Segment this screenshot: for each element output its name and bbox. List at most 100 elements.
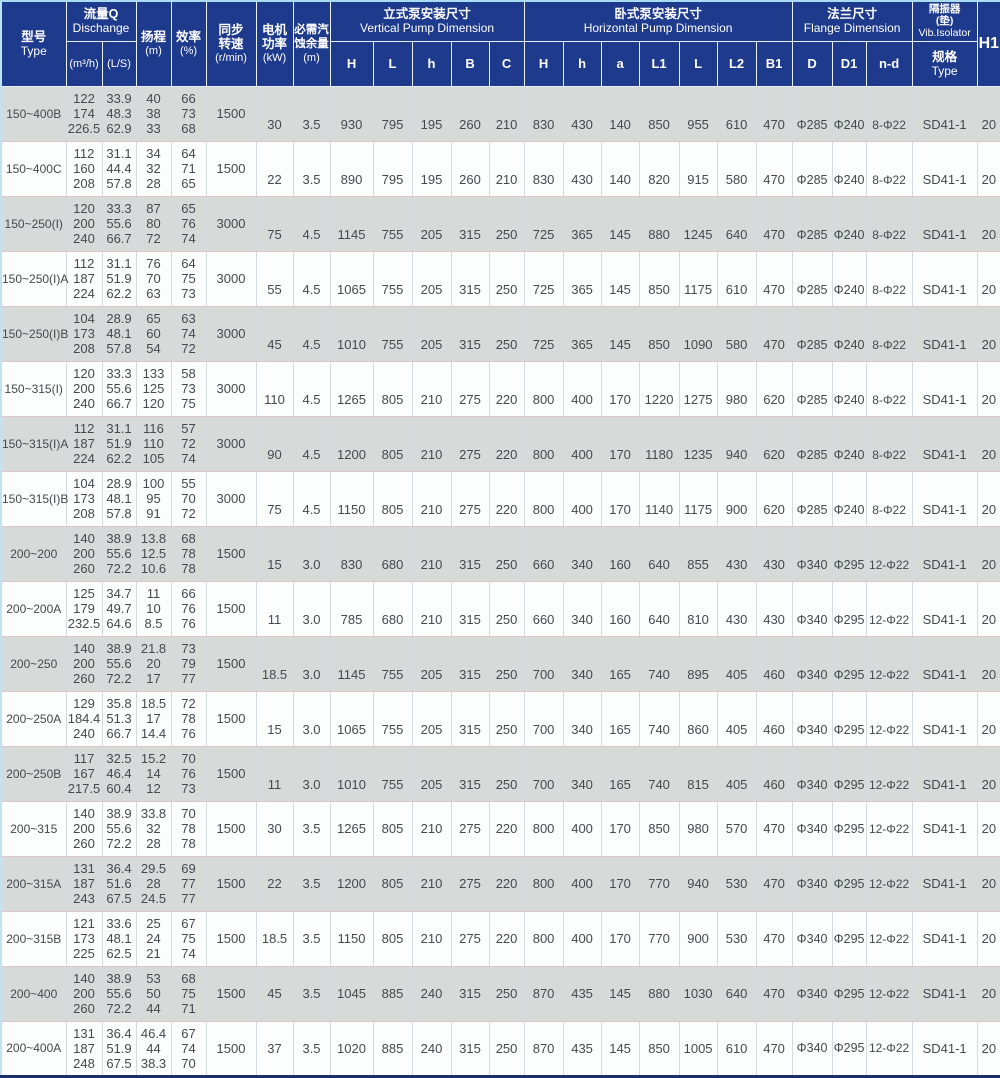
h1-value: 20 (976, 690, 1000, 747)
flange-n-d: 8-Φ22 (865, 140, 913, 197)
pump-type: 150~250(I)B (0, 305, 68, 362)
dim-hz-B1: 470 (755, 910, 793, 967)
motor-power-value: 22 (255, 855, 294, 912)
dim-v-C: 210 (488, 85, 525, 142)
dim-hz-H: 800 (523, 855, 564, 912)
motor-power-value: 15 (255, 525, 294, 582)
dim-hz-H: 725 (523, 195, 564, 252)
dim-v-h: 205 (411, 690, 452, 747)
table-row: 200~200 140 200 260 38.9 55.6 72.2 13.8 12.5 10.6… (0, 525, 1000, 582)
discharge-ls: 34.7 49.7 64.6 (101, 580, 137, 637)
dim-v-B: 260 (450, 85, 490, 142)
h1-value: 20 (976, 1020, 1000, 1077)
speed-value: 1500 (205, 525, 257, 582)
dim-hz-L1: 740 (638, 690, 680, 747)
group-header-horizontal-dimension: 卧式泵安装尺寸 Horizontal Pump Dimension (523, 0, 793, 42)
dim-hz-H: 800 (523, 360, 564, 417)
discharge-m3h: 131 187 243 (65, 855, 103, 912)
dim-v-H: 930 (329, 85, 374, 142)
dim-v-C: 250 (488, 1020, 525, 1077)
col-header-v-H: H (329, 40, 374, 87)
dim-v-L: 755 (372, 305, 413, 362)
dim-v-H: 1265 (329, 800, 374, 857)
dim-v-L: 680 (372, 525, 413, 582)
speed-value: 3000 (205, 415, 257, 472)
isolator-type-value: SD41-1 (911, 1020, 978, 1077)
dim-hz-h: 365 (562, 250, 602, 307)
motor-power-value: 55 (255, 250, 294, 307)
table-row: 200~315 140 200 260 38.9 55.6 72.2 33.8 32 28 70 78… (0, 800, 1000, 857)
discharge-ls: 38.9 55.6 72.2 (101, 965, 137, 1022)
dim-hz-H: 700 (523, 690, 564, 747)
dim-v-B: 315 (450, 580, 490, 637)
speed-value: 1500 (205, 910, 257, 967)
dim-hz-B1: 470 (755, 305, 793, 362)
motor-power-value: 22 (255, 140, 294, 197)
dim-v-H: 1200 (329, 855, 374, 912)
flange-D: Φ285 (791, 415, 833, 472)
dim-v-B: 315 (450, 690, 490, 747)
dim-hz-a: 160 (600, 580, 640, 637)
dim-hz-L1: 850 (638, 250, 680, 307)
dim-hz-H: 660 (523, 580, 564, 637)
npsh-value: 4.5 (292, 470, 331, 527)
head-value: 116 110 105 (135, 415, 172, 472)
pump-type: 150~315(I)B (0, 470, 68, 527)
col-header-v-B: B (450, 40, 490, 87)
npsh-value: 3.0 (292, 525, 331, 582)
dim-hz-L1: 770 (638, 910, 680, 967)
discharge-ls: 35.8 51.3 66.7 (101, 690, 137, 747)
flange-D1: Φ295 (831, 580, 867, 637)
dim-hz-B1: 470 (755, 1020, 793, 1077)
flange-D1: Φ240 (831, 140, 867, 197)
discharge-m3h: 120 200 240 (65, 195, 103, 252)
pump-type: 150~315(I) (0, 360, 67, 417)
efficiency-value: 67 75 74 (170, 910, 207, 967)
motor-power-value: 11 (255, 745, 294, 802)
discharge-ls: 33.3 55.6 66.7 (101, 360, 137, 417)
dim-hz-L2: 405 (716, 745, 757, 802)
speed-value: 1500 (205, 580, 257, 637)
isolator-type-value: SD41-1 (911, 635, 978, 692)
pump-type: 200~200A (0, 580, 67, 637)
speed-value: 3000 (205, 470, 257, 527)
dim-hz-B1: 470 (755, 140, 793, 197)
head-value: 76 70 63 (135, 250, 172, 307)
group-header-flange-dimension: 法兰尺寸 Flange Dimension (791, 0, 913, 42)
table-row: 200~400 140 200 260 38.9 55.6 72.2 53 50 44 68 75 71… (0, 965, 1000, 1022)
flange-n-d: 8-Φ22 (865, 305, 913, 362)
dim-hz-L1: 820 (638, 140, 680, 197)
head-value: 25 24 21 (135, 910, 172, 967)
flange-n-d: 8-Φ22 (865, 85, 913, 142)
dim-v-h: 210 (411, 415, 452, 472)
discharge-m3h: 129 184.4 240 (65, 690, 103, 747)
flange-D1: Φ240 (831, 415, 867, 472)
dim-hz-L: 900 (678, 910, 718, 967)
dim-v-L: 805 (372, 360, 413, 417)
dim-v-B: 275 (450, 470, 490, 527)
table-row: 150~315(I) 120 200 240 33.3 55.6 66.7 133 125 120… (0, 360, 1000, 417)
dim-v-h: 205 (411, 250, 452, 307)
isolator-type-value: SD41-1 (911, 745, 978, 802)
flange-D1: Φ295 (831, 965, 867, 1022)
dim-v-C: 250 (488, 745, 525, 802)
dim-hz-L1: 740 (638, 635, 680, 692)
discharge-m3h: 112 160 208 (65, 140, 103, 197)
speed-value: 1500 (205, 690, 257, 747)
dim-hz-B1: 470 (755, 800, 793, 857)
h1-value: 20 (976, 305, 1000, 362)
dim-v-L: 755 (372, 195, 413, 252)
dim-hz-H: 830 (523, 140, 564, 197)
dim-v-C: 250 (488, 580, 525, 637)
table-row: 200~250 140 200 260 38.9 55.6 72.2 21.8 20 17 73 79… (0, 635, 1000, 692)
npsh-value: 4.5 (292, 195, 331, 252)
motor-power-value: 45 (255, 965, 294, 1022)
dim-v-H: 1150 (329, 910, 374, 967)
h1-value: 20 (976, 250, 1000, 307)
flange-D1: Φ240 (831, 85, 867, 142)
dim-hz-a: 145 (600, 1020, 640, 1077)
efficiency-value: 70 78 78 (170, 800, 207, 857)
col-header-motor-power: 电机 功率 (kW) (255, 0, 294, 87)
dim-v-L: 680 (372, 580, 413, 637)
dim-hz-B1: 620 (755, 415, 793, 472)
